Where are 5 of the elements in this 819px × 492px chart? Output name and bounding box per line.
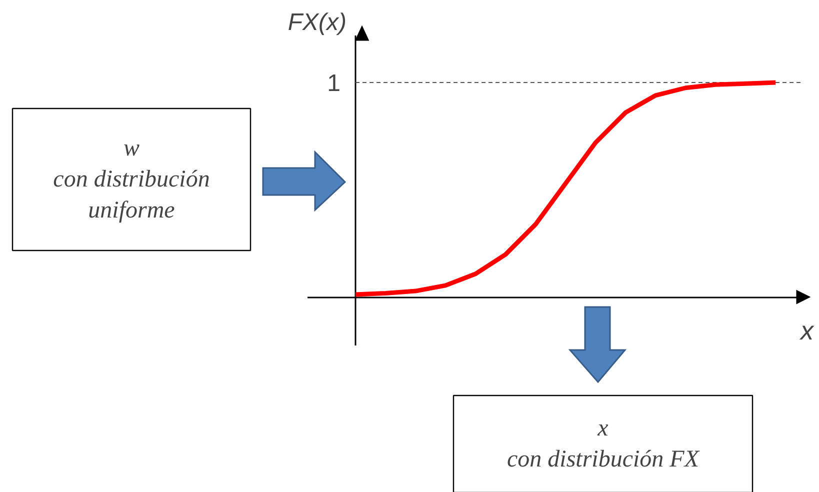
ref-line-label: 1	[327, 70, 341, 97]
text: w con distribución uniforme	[53, 135, 210, 224]
x-axis-title: x	[798, 316, 814, 346]
text: x con distribución FX	[507, 415, 700, 473]
y-axis-title: FX(x)	[288, 9, 347, 36]
